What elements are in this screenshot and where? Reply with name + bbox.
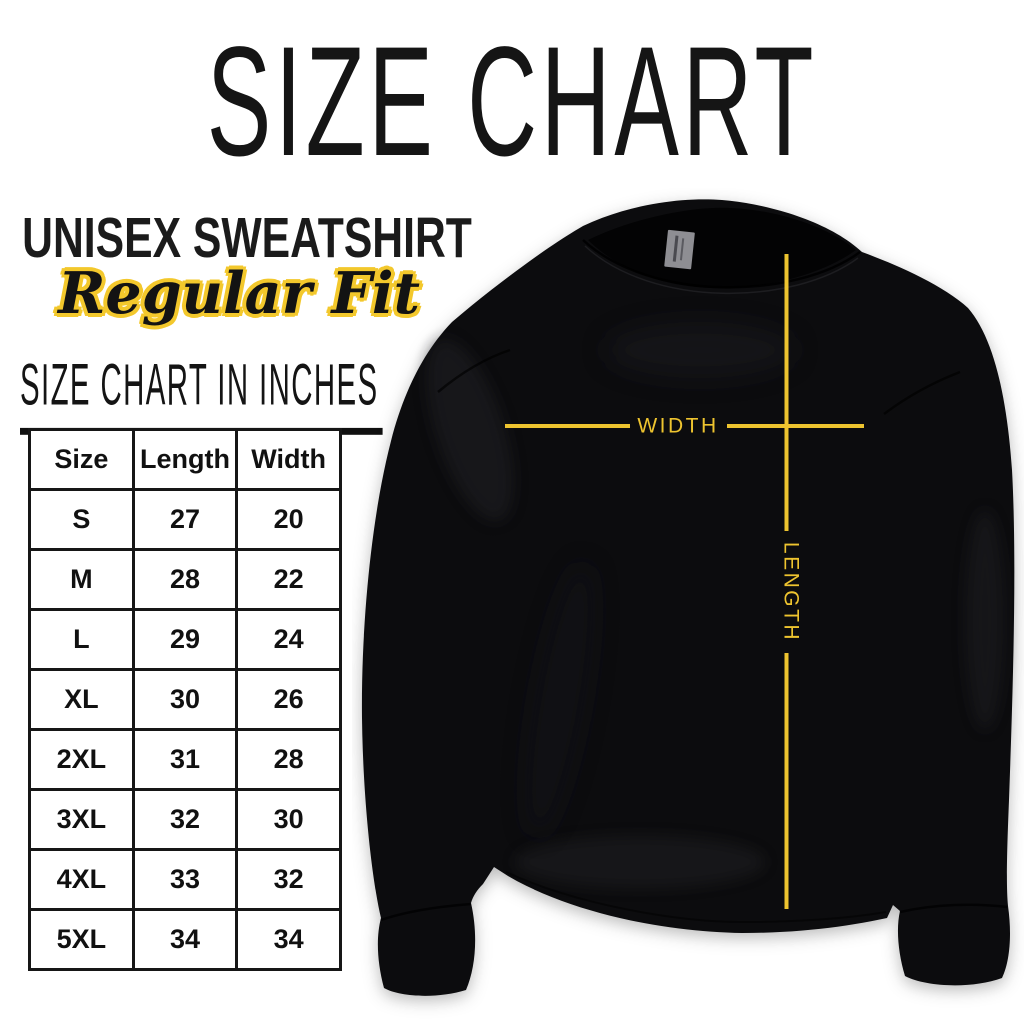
cell-width: 32 — [235, 848, 342, 911]
cell-length: 30 — [131, 668, 239, 731]
cell-width: 28 — [235, 728, 342, 791]
collar-band-highlight — [584, 245, 859, 294]
cell-size: M — [28, 548, 135, 611]
table-row: 2XL 31 28 — [28, 728, 342, 791]
table-row: S 27 20 — [28, 488, 342, 551]
length-label: LENGTH — [780, 542, 803, 642]
cell-size: 5XL — [28, 908, 135, 971]
cell-length: 28 — [131, 548, 239, 611]
table-row: 3XL 32 30 — [28, 788, 342, 851]
col-header-width: Width — [235, 428, 342, 491]
table-row: L 29 24 — [28, 608, 342, 671]
cell-size: XL — [28, 668, 135, 731]
product-type-label: UNISEX SWEATSHIRT — [22, 207, 472, 270]
page-title: SIZE CHART — [206, 15, 818, 190]
table-row: 4XL 33 32 — [28, 848, 342, 911]
cell-size: L — [28, 608, 135, 671]
crew-neck-collar — [582, 207, 861, 294]
cell-width: 34 — [235, 908, 342, 971]
cell-length: 31 — [131, 728, 239, 791]
measurement-overlay: WIDTH LENGTH — [505, 254, 864, 909]
cell-length: 29 — [131, 608, 239, 671]
garment-seams — [380, 348, 1008, 924]
inner-neck-shadow — [588, 207, 856, 289]
cell-size: S — [28, 488, 135, 551]
table-row: XL 30 26 — [28, 668, 342, 731]
sweatshirt-photo: WIDTH LENGTH — [361, 199, 1015, 996]
cell-size: 2XL — [28, 728, 135, 791]
table-row: 5XL 34 34 — [28, 908, 342, 971]
cell-width: 24 — [235, 608, 342, 671]
garment — [361, 199, 1015, 996]
table-header-row: Size Length Width — [28, 428, 342, 491]
table-row: M 28 22 — [28, 548, 342, 611]
cell-width: 22 — [235, 548, 342, 611]
section-heading-inches: SIZE CHART IN INCHES — [20, 352, 383, 435]
cell-length: 33 — [131, 848, 239, 911]
cell-width: 30 — [235, 788, 342, 851]
collar-band-edge — [582, 239, 861, 289]
fit-style-label: Regular Fit — [58, 260, 420, 327]
size-table: Size Length Width S 27 20 M 28 22 L 29 2… — [28, 428, 342, 971]
col-header-size: Size — [28, 428, 135, 491]
gildan-neck-tag — [664, 229, 695, 270]
width-label: WIDTH — [637, 415, 718, 438]
cell-width: 20 — [235, 488, 342, 551]
cell-width: 26 — [235, 668, 342, 731]
cell-length: 27 — [131, 488, 239, 551]
cell-length: 34 — [131, 908, 239, 971]
cell-length: 32 — [131, 788, 239, 851]
col-header-length: Length — [131, 428, 239, 491]
fabric-folds — [426, 322, 1005, 888]
cell-size: 4XL — [28, 848, 135, 911]
cell-size: 3XL — [28, 788, 135, 851]
